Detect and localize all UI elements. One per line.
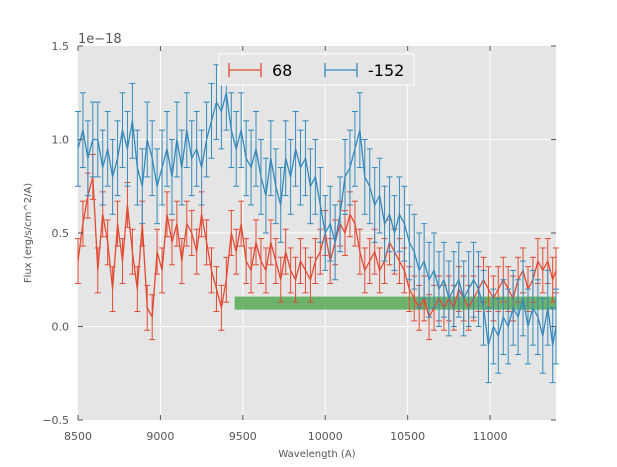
y-tick-label: 0.0 [52,321,70,334]
x-tick-label: 8500 [64,430,92,443]
legend-item: 68 [228,61,292,80]
y-axis-label: Flux (erg/s/cm^2/A) [23,183,34,283]
series-layer [75,54,559,384]
y-tick-label: 1.0 [52,134,70,147]
series-2 [75,54,559,384]
y-tick-label: 0.5 [52,227,70,240]
y-axis: −0.5 0.0 0.5 1.0 1.5 [42,40,556,427]
y-tick-label: −0.5 [42,414,69,427]
x-axis-label: Wavelength (A) [278,449,355,460]
x-tick-label: 10500 [390,430,425,443]
x-tick-label: 9000 [146,430,174,443]
y-offset-label: 1e−18 [78,32,122,47]
x-tick-label: 10000 [308,430,343,443]
shaded-band [234,296,556,310]
x-tick-label: 11000 [473,430,508,443]
legend: 68 -152 [218,53,415,86]
series-line [77,92,557,346]
x-tick-label: 9500 [229,430,257,443]
series-line [77,176,557,320]
legend-item: -152 [324,61,404,80]
legend-label: -152 [368,61,404,80]
y-tick-label: 1.5 [52,40,70,53]
shaded-band-layer [234,296,556,310]
x-axis: 8500 9000 9500 10000 10500 11000 [64,46,508,443]
legend-label: 68 [272,61,292,80]
